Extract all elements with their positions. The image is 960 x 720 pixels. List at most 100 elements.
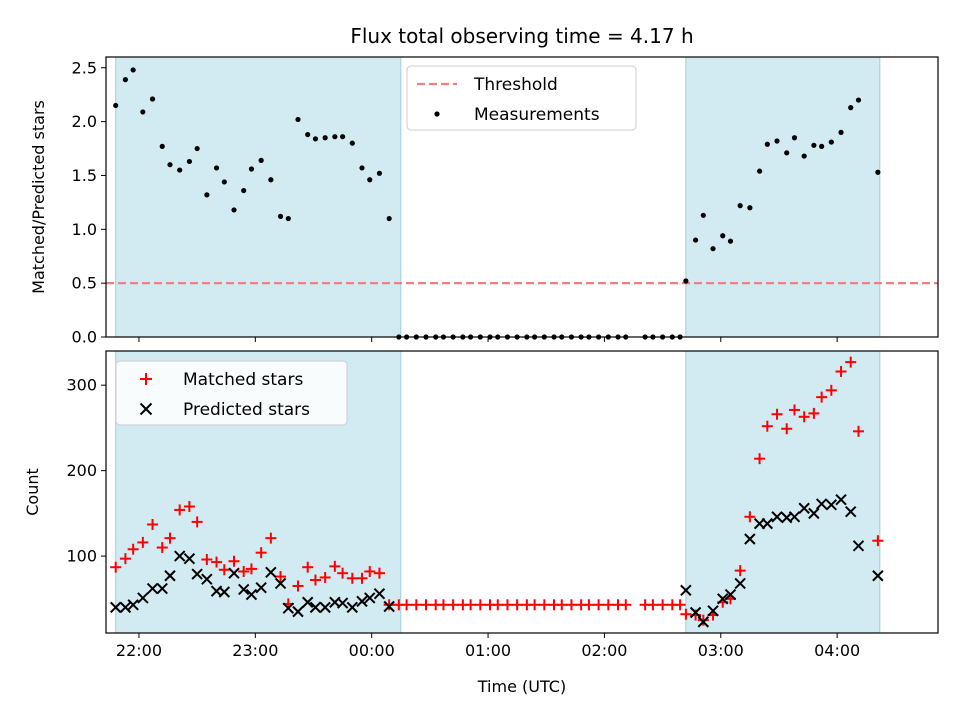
data-point [332, 134, 338, 140]
legend: Matched stars Predicted stars [115, 360, 348, 426]
data-point [241, 187, 247, 194]
data-point [194, 145, 200, 152]
data-point [149, 96, 156, 102]
data-point [183, 501, 195, 513]
data-point [349, 140, 355, 146]
data-point [177, 167, 183, 173]
data-point [164, 532, 176, 544]
data-point [305, 131, 311, 138]
data-point [218, 586, 231, 598]
data-point [137, 592, 149, 604]
data-point [383, 600, 395, 613]
data-point [761, 420, 773, 432]
data-point [538, 599, 550, 611]
data-point [845, 356, 857, 368]
data-point [501, 599, 513, 611]
data-point [122, 77, 128, 83]
legend-marker [139, 402, 153, 416]
data-point [788, 404, 800, 416]
data-point [852, 540, 865, 552]
data-point [727, 238, 734, 244]
data-point [474, 599, 486, 611]
data-point [798, 502, 810, 514]
data-point [346, 601, 359, 614]
data-point [680, 584, 692, 596]
y-tick-label: 200 [66, 461, 97, 480]
data-point [245, 588, 258, 601]
data-point [465, 599, 477, 611]
bottom-panel: 100 200 300 22:00 23:00 00:00 01:00 02:00 03:00 0… [66, 350, 939, 660]
data-point [657, 599, 669, 611]
data-point [127, 599, 139, 611]
legend: Threshold Measurements [406, 65, 637, 131]
data-point [724, 588, 737, 601]
data-point [319, 601, 331, 614]
data-point [265, 532, 277, 544]
data-point [828, 139, 834, 145]
data-point [255, 547, 267, 559]
data-point [346, 572, 358, 584]
data-point [838, 129, 844, 135]
legend-box [115, 360, 348, 426]
legend-marker [140, 373, 152, 385]
data-point [437, 599, 449, 611]
data-point [337, 567, 349, 579]
data-point [801, 153, 807, 159]
data-point [248, 166, 255, 172]
data-point [692, 237, 699, 243]
data-point [275, 571, 287, 583]
data-point [127, 543, 139, 555]
data-point [282, 602, 295, 614]
y-axis-label-top: Matched/Predicted stars [29, 100, 48, 294]
data-point [191, 516, 203, 528]
data-point [322, 135, 328, 141]
shaded-span-2 [685, 56, 881, 338]
data-point [319, 571, 331, 583]
x-tick-label: 23:00 [232, 641, 278, 660]
data-point [791, 135, 798, 141]
data-point [140, 109, 146, 115]
x-tick-label: 04:00 [814, 641, 860, 660]
legend-label: Matched stars [183, 370, 303, 390]
data-point [697, 614, 709, 626]
data-point [697, 616, 710, 628]
data-point [201, 573, 213, 585]
data-point [717, 593, 729, 605]
y-tick-label: 300 [66, 376, 97, 395]
series-matched-stars [110, 356, 884, 626]
data-point [147, 518, 159, 530]
data-point [798, 411, 810, 423]
data-point [383, 599, 395, 611]
data-point [228, 555, 240, 567]
data-point [875, 169, 881, 175]
data-point [680, 608, 692, 620]
data-point [146, 582, 159, 595]
axes-frame [105, 56, 939, 338]
data-point [754, 453, 766, 465]
data-point [511, 599, 523, 611]
data-point [683, 278, 689, 284]
data-point [373, 567, 385, 579]
data-point [221, 179, 227, 185]
data-point [167, 162, 173, 168]
data-point [373, 587, 386, 600]
data-point [109, 601, 122, 614]
axes-frame [105, 350, 939, 634]
y-axis-label-bottom: Count [23, 468, 42, 516]
legend-label: Threshold [473, 75, 558, 95]
x-tick-label: 22:00 [116, 641, 162, 660]
x-tick-label: 02:00 [581, 641, 627, 660]
y-tick-label: 2.0 [72, 112, 97, 131]
data-point [756, 168, 763, 174]
data-point [764, 141, 770, 147]
data-point [356, 572, 368, 584]
data-point [386, 215, 392, 222]
data-point [237, 583, 250, 596]
data-point [174, 504, 186, 516]
data-point [825, 499, 838, 511]
data-point [364, 592, 376, 604]
data-point [808, 407, 820, 419]
data-point [825, 384, 837, 396]
data-point [811, 142, 817, 148]
data-point [359, 165, 365, 171]
